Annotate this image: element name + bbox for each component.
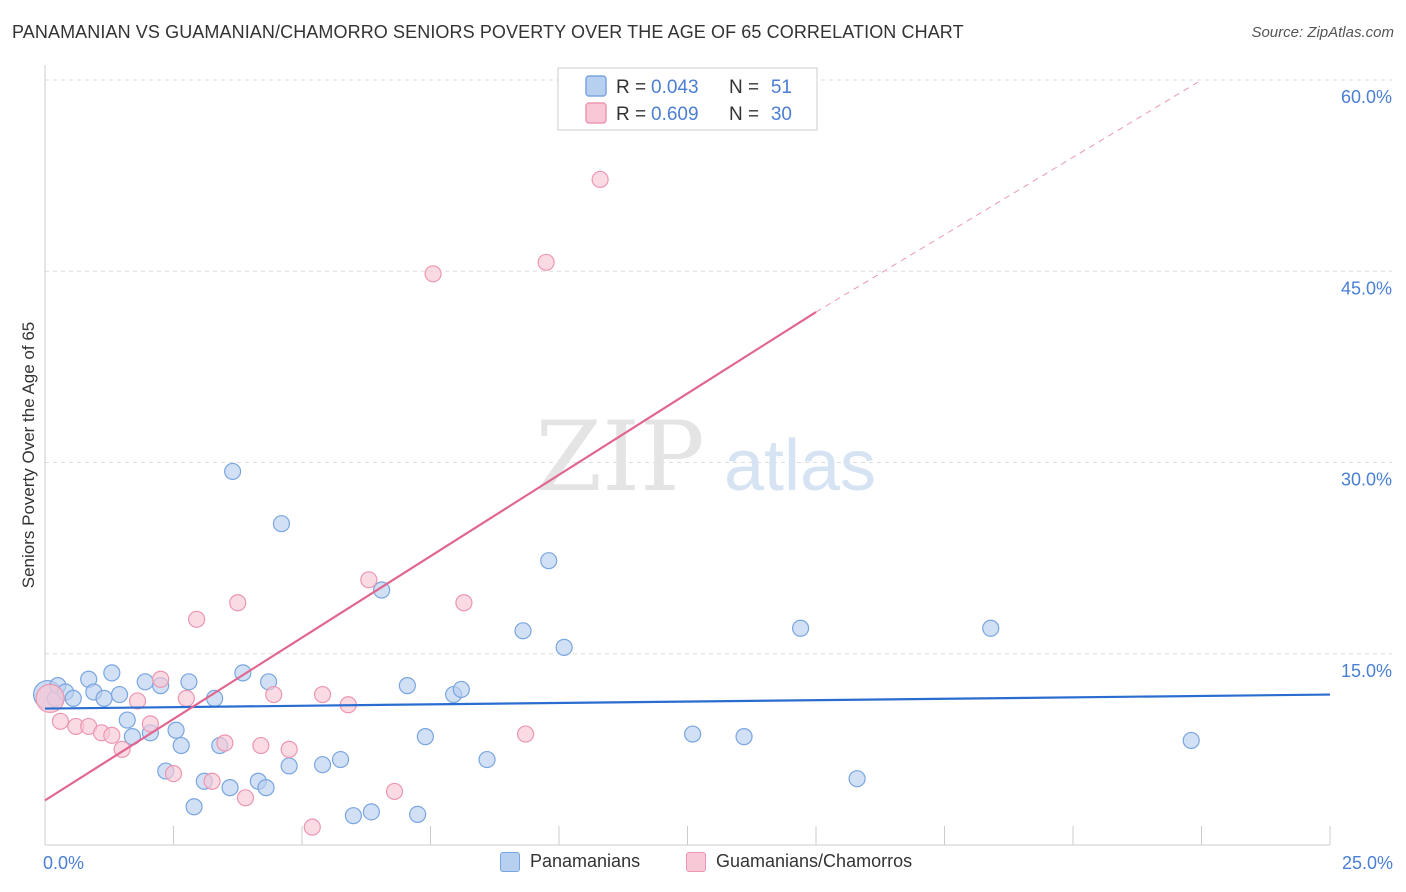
guamanian-point-8 (141, 715, 159, 733)
guamanian-point-25 (424, 265, 442, 283)
guamanian-point-13 (203, 772, 221, 790)
guamanian-point-26 (455, 594, 473, 612)
panamanian-point-37 (409, 805, 427, 824)
legend-r-label-1: R = (616, 104, 646, 125)
guamanian-point-12 (188, 610, 206, 628)
panamanian-point-4 (64, 689, 82, 707)
y-axis-label-group: Seniors Poverty Over the Age of 65 (19, 322, 38, 588)
y-tick-label-3: 60.0% (1341, 87, 1392, 107)
grid-layer (45, 79, 1392, 655)
y-axis-label: Seniors Poverty Over the Age of 65 (19, 322, 38, 588)
panamanian-point-45 (684, 725, 702, 743)
legend-item-guamanians[interactable]: Guamanians/Chamorros (686, 851, 912, 872)
panamanian-point-36 (398, 677, 416, 695)
panamanian-point-9 (110, 685, 129, 704)
guamanian-point-20 (303, 818, 321, 836)
legend-swatch-1 (585, 102, 607, 124)
legend-n-label-1: N = (729, 104, 759, 125)
chart-title: PANAMANIAN VS GUAMANIAN/CHAMORRO SENIORS… (12, 22, 964, 42)
panamanian-point-46 (735, 728, 753, 746)
panamanian-point-43 (540, 552, 558, 570)
y-tick-label-1: 30.0% (1341, 470, 1392, 490)
guamanian-point-21 (313, 685, 332, 704)
trend-layer (44, 79, 1331, 802)
guamanian-point-27 (516, 725, 535, 743)
guamanian-point-23 (360, 571, 378, 589)
panamanian-point-8 (103, 664, 121, 682)
panamanian-point-42 (514, 622, 532, 640)
legend-swatch-blue (500, 851, 520, 872)
legend-r-value-1: 0.609 (651, 104, 699, 125)
panamanian-point-38 (416, 728, 434, 746)
axis-layer (44, 65, 1331, 846)
watermark: ZIP atlas (535, 401, 876, 513)
guamanian-point-28 (537, 253, 555, 271)
source-label[interactable]: Source: ZipAtlas.com (1251, 24, 1394, 41)
panamanian-point-10 (118, 711, 136, 729)
panamanian-point-23 (221, 779, 239, 797)
legend-r-label-0: R = (616, 77, 646, 98)
legend-n-label-0: N = (729, 77, 759, 98)
panamanian-point-49 (982, 619, 1000, 637)
guamanian-point-15 (229, 594, 247, 612)
panamanian-point-24 (224, 462, 242, 481)
legend-item-panamanians[interactable]: Panamanians (500, 851, 640, 872)
watermark-zip: ZIP (535, 401, 704, 513)
panamanian-point-47 (791, 619, 810, 637)
x-tick-label-1: 25.0% (1342, 853, 1393, 873)
x-tick-label-0: 0.0% (43, 853, 84, 873)
legend-label-guamanians: Guamanians/Chamorros (716, 851, 913, 871)
guamanian-point-29 (591, 170, 609, 189)
panamanian-point-44 (555, 638, 573, 656)
guamanian-point-16 (236, 789, 255, 807)
panamanian-point-19 (185, 798, 203, 816)
panamanian-point-31 (313, 756, 332, 774)
legend-n-value-0: 51 (771, 77, 792, 98)
legend-swatch-pink (686, 851, 706, 872)
panamanian-point-12 (136, 673, 154, 691)
guamanian-point-24 (385, 782, 404, 801)
legend-swatch-0 (585, 75, 607, 97)
panamanian-point-30 (280, 757, 298, 775)
guamanian-trend-extension (815, 79, 1202, 313)
guamanian-point-9 (152, 670, 170, 688)
panamanian-point-18 (180, 673, 198, 691)
panamanian-point-27 (257, 779, 275, 797)
panamanian-trend-line (44, 693, 1331, 710)
guamanian-trend-line (44, 311, 817, 802)
panamanian-point-41 (478, 750, 496, 769)
guamanian-point-1 (51, 712, 70, 730)
panamanian-point-50 (1182, 731, 1200, 750)
panamanian-point-33 (344, 807, 362, 825)
panamanian-point-29 (272, 515, 291, 533)
panamanian-point-7 (95, 689, 113, 707)
tick-labels: 15.0% 30.0% 45.0% 60.0% 0.0% 25.0% (43, 87, 1393, 873)
guamanian-point-18 (265, 685, 283, 704)
panamanian-point-48 (848, 770, 866, 788)
guamanian-point-19 (280, 740, 298, 758)
legend-n-value-1: 30 (771, 104, 792, 125)
points-layer (32, 170, 1200, 836)
panamanian-point-17 (172, 736, 190, 755)
panamanian-point-16 (167, 721, 185, 739)
guamanian-point-0 (35, 683, 65, 713)
guamanian-point-14 (216, 734, 234, 752)
panamanian-point-34 (362, 803, 380, 821)
legend-label-panamanians: Panamanians (530, 851, 641, 871)
panamanian-point-35 (373, 581, 391, 599)
legend-r-value-0: 0.043 (651, 77, 699, 98)
y-tick-label-2: 45.0% (1341, 278, 1392, 298)
guamanian-point-10 (164, 764, 183, 783)
guamanian-point-7 (128, 692, 147, 710)
guamanian-point-11 (177, 689, 195, 707)
panamanian-point-40 (452, 680, 470, 699)
y-tick-label-0: 15.0% (1341, 661, 1392, 681)
guamanian-point-17 (252, 736, 270, 755)
panamanian-point-32 (331, 750, 350, 769)
correlation-legend: R = 0.043 N = 51 R = 0.609 N = 30 (557, 67, 818, 131)
guamanian-point-5 (103, 726, 121, 744)
bottom-legend: Panamanians Guamanians/Chamorros (0, 851, 1406, 877)
watermark-atlas: atlas (724, 426, 876, 506)
